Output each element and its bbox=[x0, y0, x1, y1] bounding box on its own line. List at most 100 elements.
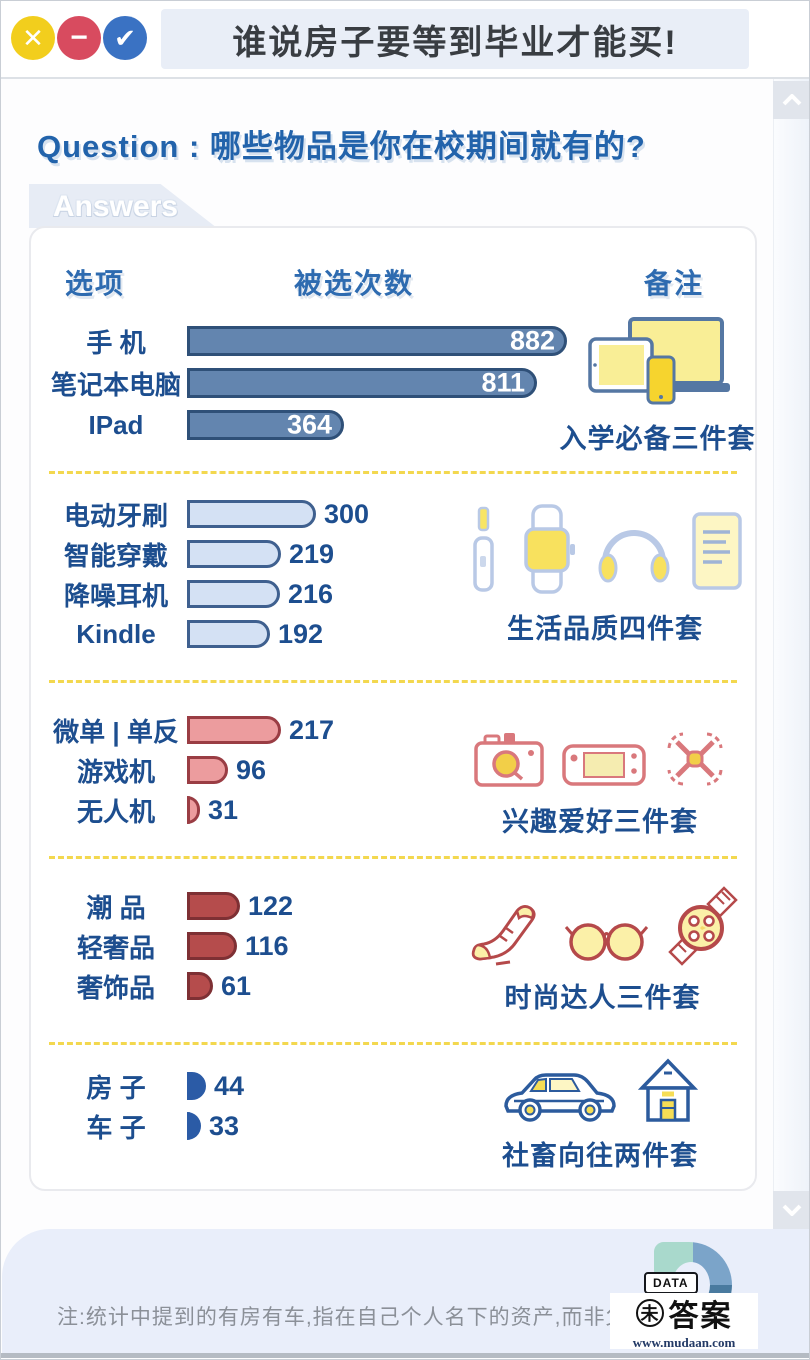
toothbrush-icon bbox=[473, 506, 494, 592]
option-label: 无人机 bbox=[76, 796, 155, 827]
minimize-button[interactable]: − bbox=[57, 16, 101, 60]
value-bar: 364 bbox=[187, 410, 344, 440]
value-bar bbox=[187, 500, 316, 528]
value-bar bbox=[187, 932, 237, 960]
group-divider bbox=[49, 1042, 737, 1045]
value-bar bbox=[187, 716, 281, 744]
chart-group-fashion: 潮 品 122 轻奢品 116 奢饰品 61 bbox=[45, 886, 745, 1013]
drone-icon bbox=[667, 732, 723, 786]
chart-row: 手 机 882 bbox=[45, 320, 745, 362]
value-label: 192 bbox=[278, 618, 324, 649]
option-label: IPad bbox=[88, 409, 144, 440]
chart-row: 无人机 31 bbox=[45, 790, 745, 830]
chevron-up-icon bbox=[782, 94, 801, 106]
watermark-brand: 答案 bbox=[668, 1300, 733, 1333]
group-note: 时尚达人三件套 bbox=[504, 983, 701, 1013]
option-label: 潮 品 bbox=[86, 892, 146, 923]
group-note: 社畜向往两件套 bbox=[502, 1141, 698, 1171]
option-label: 降噪耳机 bbox=[63, 580, 168, 611]
chart-row: 游戏机 96 bbox=[45, 750, 745, 790]
bottom-border bbox=[1, 1353, 809, 1358]
watermark-circle-icon: 未 bbox=[635, 1299, 664, 1327]
chart-group-house-car: 房 子 44 车 子 33 bbox=[45, 1058, 745, 1171]
group-divider bbox=[49, 680, 737, 683]
chart-row: 电动牙刷 300 bbox=[45, 494, 745, 534]
camera-icon bbox=[474, 733, 544, 787]
sunglasses-icon bbox=[564, 923, 648, 961]
scroll-down-button[interactable] bbox=[773, 1191, 809, 1229]
value-bar: 882 bbox=[187, 326, 567, 356]
option-label: 电动牙刷 bbox=[63, 500, 168, 531]
watch-icon bbox=[667, 886, 738, 966]
option-label: 房 子 bbox=[86, 1072, 146, 1103]
value-label: 364 bbox=[286, 409, 332, 440]
chart-row: 车 子 33 bbox=[45, 1106, 745, 1146]
option-label: 微单 | 单反 bbox=[53, 716, 179, 747]
value-label: 96 bbox=[236, 754, 267, 785]
option-label: 手 机 bbox=[86, 327, 146, 358]
value-bar bbox=[187, 580, 280, 608]
value-bar bbox=[187, 892, 240, 920]
value-label: 219 bbox=[289, 538, 335, 569]
chevron-down-icon bbox=[782, 1204, 801, 1216]
window-title-bar: 谁说房子要等到毕业才能买! bbox=[161, 9, 749, 69]
column-header-option: 选项 bbox=[65, 268, 126, 299]
watermark-url: www.mudaan.com bbox=[632, 1335, 736, 1350]
option-label: 笔记本电脑 bbox=[50, 369, 181, 400]
titlebar: ✕ − ✔ 谁说房子要等到毕业才能买! bbox=[1, 1, 809, 77]
chart-row: IPad 364 bbox=[45, 404, 745, 446]
value-label: 122 bbox=[248, 890, 294, 921]
question-label: Question : bbox=[37, 129, 201, 164]
answers-tab-label: Answers bbox=[53, 190, 179, 223]
chart-row: 房 子 44 bbox=[45, 1066, 745, 1106]
minus-icon: − bbox=[70, 21, 88, 54]
value-label: 44 bbox=[214, 1070, 245, 1101]
chart-row: 笔记本电脑 811 bbox=[45, 362, 745, 404]
value-bar bbox=[187, 796, 200, 824]
value-label: 61 bbox=[221, 970, 252, 1001]
house-icon bbox=[637, 1058, 699, 1122]
car-icon bbox=[504, 1073, 616, 1122]
group-divider bbox=[49, 856, 737, 859]
ereader-icon bbox=[692, 512, 742, 590]
value-bar bbox=[187, 620, 270, 648]
option-label: 轻奢品 bbox=[76, 932, 155, 963]
value-bar bbox=[187, 540, 281, 568]
chart-row: 奢饰品 61 bbox=[45, 966, 745, 1006]
value-label: 882 bbox=[509, 325, 555, 356]
scrollbar-track[interactable] bbox=[773, 79, 809, 1229]
group-note: 兴趣爱好三件套 bbox=[502, 807, 698, 837]
option-label: 游戏机 bbox=[76, 756, 155, 787]
chart-row: 潮 品 122 bbox=[45, 886, 745, 926]
column-header-note: 备注 bbox=[644, 268, 705, 299]
value-bar: 811 bbox=[187, 368, 537, 398]
column-header-count: 被选次数 bbox=[294, 268, 415, 299]
chart-group-life-quality: 电动牙刷 300 智能穿戴 219 降噪耳机 216 Kindle 192 bbox=[45, 494, 745, 654]
page-title: 谁说房子要等到毕业才能买! bbox=[232, 23, 678, 62]
sneaker-icon bbox=[471, 905, 536, 966]
value-bar bbox=[187, 972, 213, 1000]
watermark: 未 答案 www.mudaan.com bbox=[610, 1293, 758, 1350]
option-label: Kindle bbox=[76, 618, 156, 649]
chart-row: Kindle 192 bbox=[45, 614, 745, 654]
group-note: 生活品质四件套 bbox=[507, 614, 703, 644]
scroll-up-button[interactable] bbox=[773, 81, 809, 119]
confirm-button[interactable]: ✔ bbox=[103, 16, 147, 60]
group-note: 入学必备三件套 bbox=[559, 424, 756, 454]
devices-trio-icon bbox=[550, 315, 765, 407]
close-icon: ✕ bbox=[22, 22, 44, 53]
chart-row: 轻奢品 116 bbox=[45, 926, 745, 966]
option-label: 智能穿戴 bbox=[63, 540, 168, 571]
group-divider bbox=[49, 471, 737, 474]
value-label: 216 bbox=[288, 578, 334, 609]
chart-group-hobbies: 微单 | 单反 217 游戏机 96 无人机 31 bbox=[45, 710, 745, 837]
question-text: 哪些物品是你在校期间就有的? bbox=[209, 129, 646, 164]
value-label: 300 bbox=[324, 498, 370, 529]
value-label: 116 bbox=[245, 930, 289, 961]
chart-row: 智能穿戴 219 bbox=[45, 534, 745, 574]
answers-card: 选项 被选次数 备注 手 机 882 笔记本电脑 811 IPad 364 bbox=[29, 226, 757, 1191]
option-label: 奢饰品 bbox=[76, 972, 155, 1003]
headphones-icon bbox=[598, 530, 670, 583]
close-button[interactable]: ✕ bbox=[11, 16, 55, 60]
check-icon: ✔ bbox=[114, 22, 136, 53]
